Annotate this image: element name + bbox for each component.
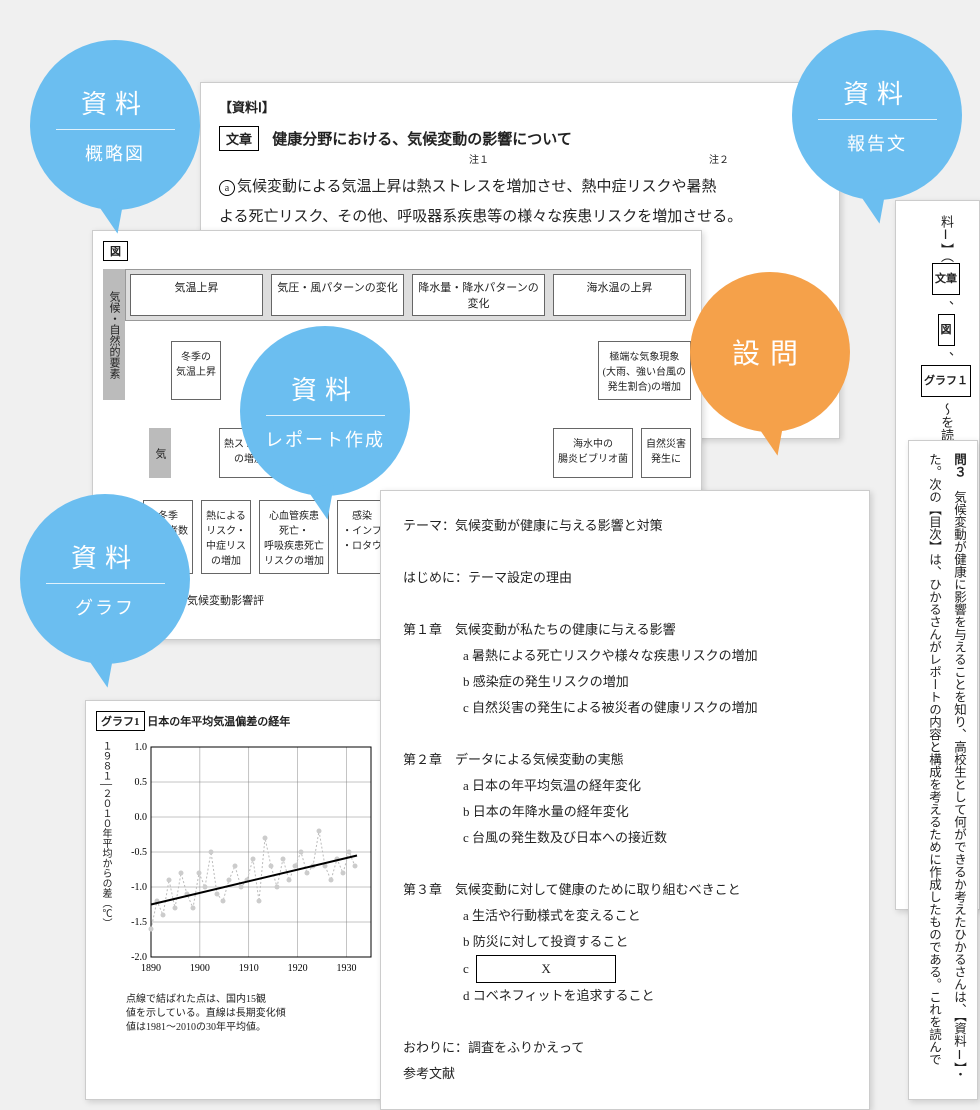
svg-text:1890: 1890 [141,963,161,974]
svg-text:-2.0: -2.0 [131,952,147,963]
blank-x: X [476,955,616,983]
document-graph: グラフ1 日本の年平均気温偏差の経年 １９８１│２０１０年平均からの差（℃） 1… [85,700,415,1100]
doc1-title: 健康分野における、気候変動の影響について [272,132,572,148]
svg-text:1930: 1930 [337,963,357,974]
bubble-report-making: 資料 レポート作成 [240,326,410,496]
svg-text:1.0: 1.0 [135,742,148,753]
doc1-header: 【資料Ⅰ】 [219,97,821,116]
graph-svg: 1.0 0.5 0.0 -0.5 -1.0 -1.5 -2.0 1890 1900 1910 19… [115,737,385,987]
svg-text:1920: 1920 [288,963,308,974]
bubble-graph: 資料 グラフ [20,494,190,664]
svg-text:-1.0: -1.0 [131,882,147,893]
svg-text:0.0: 0.0 [135,812,148,823]
bubble-report-text: 資料 報告文 [792,30,962,200]
svg-text:1900: 1900 [190,963,210,974]
document-question: 問３ 気候変動が健康に影響を与えることを知り、高校生として何ができるか考えたひか… [908,440,978,1100]
bubble-question: 設問 [690,272,850,432]
diagram-label: 図 [103,241,128,261]
svg-text:-1.5: -1.5 [131,917,147,928]
svg-text:1910: 1910 [239,963,259,974]
svg-text:0.5: 0.5 [135,777,148,788]
doc1-box-label: 文章 [219,126,259,151]
document-report-outline: テーマ：気候変動が健康に与える影響と対策 はじめに：テーマ設定の理由 第１章 気… [380,490,870,1110]
bubble-outline-diagram: 資料 概略図 [30,40,200,210]
svg-text:-0.5: -0.5 [131,847,147,858]
